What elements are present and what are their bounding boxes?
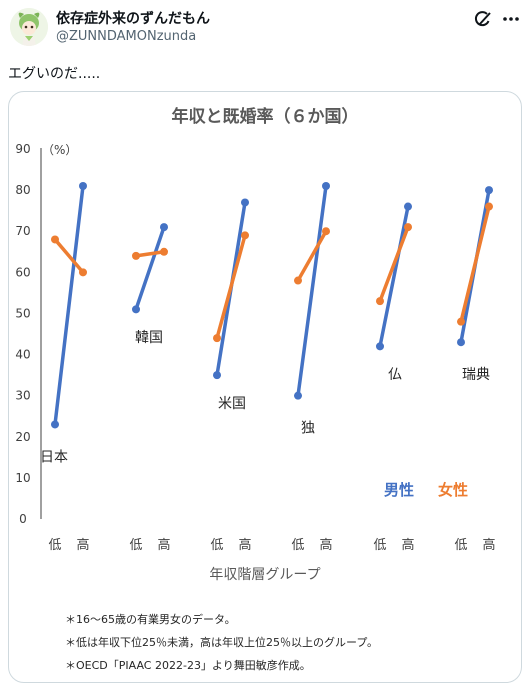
display-name[interactable]: 依存症外来のずんだもん <box>56 11 210 27</box>
x-tick-label-low: 低 <box>129 538 142 553</box>
female-point-low <box>294 276 302 285</box>
female-point-high <box>160 247 168 256</box>
male-point-low <box>51 420 59 429</box>
female-point-high <box>404 223 412 232</box>
x-tick-label-high: 高 <box>157 537 170 553</box>
female-series-line <box>296 229 328 283</box>
x-tick-label-high: 高 <box>76 537 89 553</box>
y-tick-label: 30 <box>15 389 30 403</box>
y-axis-unit: （%） <box>42 143 77 157</box>
y-tick-labels: 0 10 20 30 40 50 60 70 80 90 <box>15 142 30 526</box>
female-point-high <box>79 268 87 277</box>
y-tick-label: 50 <box>15 306 30 320</box>
zundamon-avatar-image <box>10 8 48 46</box>
x-tick-labels: 低高低高低高低高低高低高 <box>48 537 495 553</box>
post-header: 依存症外来のずんだもん @ZUNNDAMONzunda <box>0 0 526 56</box>
country-label: 韓国 <box>135 330 163 346</box>
country-label: 瑞典 <box>462 367 490 383</box>
male-point-low <box>294 391 302 400</box>
male-point-high <box>79 182 87 190</box>
x-tick-label-high: 高 <box>319 537 332 553</box>
x-tick-label-high: 高 <box>482 537 495 553</box>
x-axis-title: 年収階層グループ <box>209 567 320 583</box>
y-tick-label: 0 <box>19 512 27 526</box>
x-tick-label-low: 低 <box>454 538 467 553</box>
x-tick-label-low: 低 <box>48 538 61 553</box>
female-point-low <box>132 251 140 260</box>
chart-note: ＊OECD「PIAAC 2022-23」より舞田敏彦作成。 <box>65 658 311 672</box>
female-point-low <box>213 334 221 343</box>
male-point-high <box>404 202 412 211</box>
male-point-low <box>132 305 140 314</box>
x-tick-label-low: 低 <box>291 538 304 553</box>
male-point-low <box>376 342 384 351</box>
country-label: 仏 <box>388 367 402 383</box>
y-tick-label: 40 <box>15 348 30 362</box>
y-tick-label: 20 <box>15 430 30 444</box>
user-handle[interactable]: @ZUNNDAMONzunda <box>56 29 197 44</box>
female-series-line <box>215 233 247 340</box>
y-tick-label: 60 <box>15 265 30 279</box>
female-series-line <box>459 204 491 324</box>
male-series-line <box>378 204 410 349</box>
x-tick-label-low: 低 <box>210 538 223 553</box>
male-point-high <box>241 198 249 207</box>
chart-note: ＊低は年収下位25％未満，高は年収上位25％以上のグループ。 <box>65 635 378 649</box>
x-tick-label-high: 高 <box>238 537 251 553</box>
male-point-high <box>160 223 168 232</box>
female-series-line <box>134 250 166 258</box>
country-label: 米国 <box>218 396 246 412</box>
female-point-low <box>457 317 465 326</box>
male-series-line <box>296 184 328 398</box>
female-point-high <box>485 202 493 211</box>
legend: 男性 女性 <box>384 481 468 499</box>
country-label: 独 <box>301 421 315 437</box>
chart-notes: ＊16～65歳の有業男女のデータ。 ＊低は年収下位25％未満，高は年収上位25％以… <box>65 612 378 672</box>
y-tick-label: 10 <box>15 471 30 485</box>
male-series-line <box>53 184 85 427</box>
y-tick-label: 80 <box>15 183 30 197</box>
female-point-high <box>322 227 330 236</box>
female-point-low <box>51 235 59 244</box>
grok-icon[interactable] <box>472 8 494 30</box>
plot-lines <box>51 182 493 429</box>
more-options-icon[interactable] <box>500 8 522 30</box>
country-label: 日本 <box>40 449 68 465</box>
tweet-text: エグいのだ..... <box>8 66 101 82</box>
female-point-low <box>376 297 384 306</box>
chart-svg: 年収と既婚率（６か国） （%） 0102030405060708090 低高低高… <box>15 106 495 672</box>
female-series-line <box>378 225 410 303</box>
male-point-low <box>213 371 221 380</box>
x-tick-label-high: 高 <box>401 537 414 553</box>
legend-female: 女性 <box>438 481 468 499</box>
female-point-high <box>241 231 249 240</box>
y-tick-label: 70 <box>15 224 30 238</box>
male-point-low <box>457 338 465 347</box>
avatar[interactable] <box>10 8 48 46</box>
male-point-high <box>485 186 493 195</box>
y-tick-label: 90 <box>15 142 30 156</box>
male-point-high <box>322 182 330 190</box>
male-series-line <box>134 225 166 312</box>
attached-chart-image[interactable]: 年収と既婚率（６か国） （%） 0 10 20 30 40 50 60 70 80 90 低高低高… <box>8 91 522 683</box>
x-tick-label-low: 低 <box>373 538 386 553</box>
female-series-line <box>53 237 85 275</box>
legend-male: 男性 <box>384 481 414 499</box>
chart-title: 年収と既婚率（６か国） <box>172 106 359 127</box>
chart-note: ＊16～65歳の有業男女のデータ。 <box>65 612 236 626</box>
